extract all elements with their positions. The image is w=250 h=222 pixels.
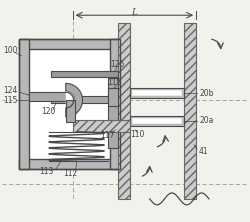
Text: 100: 100 bbox=[4, 46, 18, 55]
Polygon shape bbox=[66, 83, 82, 117]
Bar bbox=[29, 92, 66, 101]
Text: 118: 118 bbox=[107, 78, 122, 87]
Text: 120: 120 bbox=[41, 107, 56, 117]
Text: 112: 112 bbox=[63, 169, 77, 178]
Text: 110: 110 bbox=[130, 130, 144, 139]
Bar bbox=[19, 39, 120, 169]
Bar bbox=[29, 49, 110, 159]
Bar bbox=[108, 88, 118, 106]
Bar bbox=[19, 39, 29, 169]
Bar bbox=[51, 71, 118, 77]
Bar bbox=[132, 118, 182, 124]
Text: 41: 41 bbox=[199, 147, 209, 156]
Bar bbox=[110, 39, 120, 169]
Text: 117: 117 bbox=[100, 131, 115, 140]
Bar bbox=[132, 90, 182, 96]
Bar bbox=[184, 23, 196, 199]
Bar bbox=[130, 116, 184, 126]
Text: L: L bbox=[131, 8, 137, 17]
Bar bbox=[118, 23, 130, 199]
Bar bbox=[73, 120, 130, 132]
Text: 115: 115 bbox=[4, 96, 18, 105]
Bar bbox=[108, 78, 118, 148]
Bar bbox=[19, 39, 120, 49]
Bar bbox=[66, 100, 75, 122]
Bar bbox=[130, 88, 184, 98]
Polygon shape bbox=[66, 91, 75, 109]
Text: 20a: 20a bbox=[199, 116, 214, 125]
Bar bbox=[51, 96, 118, 103]
Text: 113: 113 bbox=[39, 167, 54, 176]
Text: 125: 125 bbox=[110, 60, 124, 69]
Bar bbox=[19, 159, 120, 169]
Text: 124: 124 bbox=[4, 86, 18, 95]
Text: 20b: 20b bbox=[199, 89, 214, 98]
